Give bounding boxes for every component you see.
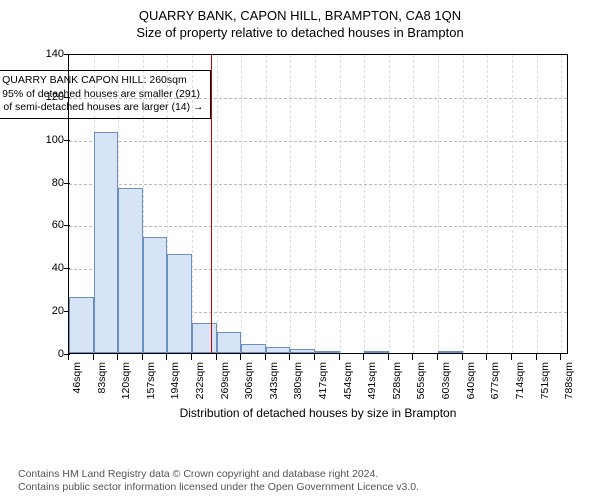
x-tick-label: 714sqm	[514, 362, 526, 399]
annotation-line-3: 5% of semi-detached houses are larger (1…	[0, 101, 205, 115]
x-tick-label: 269sqm	[219, 362, 231, 399]
x-tick-label: 751sqm	[539, 362, 551, 399]
page-title: QUARRY BANK, CAPON HILL, BRAMPTON, CA8 1…	[10, 8, 590, 23]
y-tick-label: 80	[52, 177, 64, 189]
plot-region: QUARRY BANK CAPON HILL: 260sqm ← 95% of …	[68, 54, 568, 354]
x-tick-label: 46sqm	[71, 362, 83, 394]
x-tick-label: 120sqm	[120, 362, 132, 399]
x-tick-label: 677sqm	[489, 362, 501, 399]
credits-line-2: Contains public sector information licen…	[18, 481, 419, 494]
x-tick-label: 380sqm	[292, 362, 304, 399]
y-tick-label: 20	[52, 305, 64, 317]
histogram-bar	[217, 332, 242, 353]
y-tick-label: 40	[52, 262, 64, 274]
credits-line-1: Contains HM Land Registry data © Crown c…	[18, 468, 419, 481]
histogram-bar	[94, 132, 119, 353]
histogram-bar	[266, 347, 291, 353]
annotation-line-2: ← 95% of detached houses are smaller (29…	[0, 88, 205, 102]
y-tick-label: 60	[52, 219, 64, 231]
histogram-bar	[192, 323, 217, 353]
x-tick-label: 603sqm	[440, 362, 452, 399]
credits: Contains HM Land Registry data © Crown c…	[18, 468, 419, 494]
y-tick-label: 100	[46, 134, 64, 146]
histogram-bar	[290, 349, 315, 353]
x-tick-label: 343sqm	[268, 362, 280, 399]
x-tick-label: 565sqm	[415, 362, 427, 399]
histogram-bar	[118, 188, 143, 353]
x-tick-label: 640sqm	[465, 362, 477, 399]
reference-marker-line	[211, 55, 212, 353]
chart-container: QUARRY BANK, CAPON HILL, BRAMPTON, CA8 1…	[0, 0, 600, 500]
histogram-bar	[241, 344, 266, 353]
chart-subtitle: Size of property relative to detached ho…	[10, 25, 590, 40]
histogram-bar	[364, 351, 389, 353]
histogram-bar	[438, 351, 463, 353]
x-tick-label: 454sqm	[342, 362, 354, 399]
x-tick-label: 491sqm	[366, 362, 378, 399]
x-axis-label: Distribution of detached houses by size …	[68, 406, 568, 420]
x-tick-label: 83sqm	[96, 362, 108, 394]
y-tick-label: 140	[46, 48, 64, 60]
histogram-bar	[143, 237, 168, 353]
histogram-bar	[315, 351, 340, 353]
histogram-bar	[167, 254, 192, 353]
x-tick-label: 232sqm	[194, 362, 206, 399]
x-tick-label: 306sqm	[243, 362, 255, 399]
x-tick-label: 194sqm	[169, 362, 181, 399]
x-tick-label: 157sqm	[145, 362, 157, 399]
histogram-bar	[69, 297, 94, 353]
annotation-box: QUARRY BANK CAPON HILL: 260sqm ← 95% of …	[0, 70, 211, 119]
annotation-line-1: QUARRY BANK CAPON HILL: 260sqm	[0, 74, 205, 88]
x-tick-label: 417sqm	[317, 362, 329, 399]
x-tick-label: 528sqm	[391, 362, 403, 399]
x-tick-label: 788sqm	[563, 362, 575, 399]
chart-area: Number of detached properties 0204060801…	[22, 46, 584, 426]
